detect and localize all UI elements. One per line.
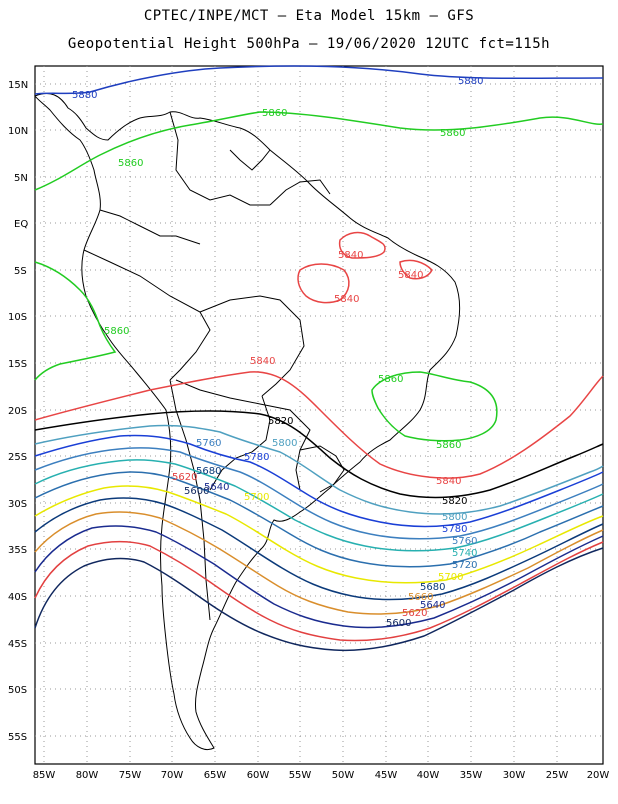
label-5840-b: 5840 bbox=[398, 270, 423, 281]
plot-frame bbox=[34, 65, 604, 765]
contour-5740 bbox=[34, 459, 604, 552]
contours bbox=[34, 65, 604, 652]
lon-label: 40W bbox=[417, 770, 440, 781]
label-5760-b: 5760 bbox=[452, 536, 477, 547]
lat-label: 5N bbox=[14, 173, 28, 184]
label-5600-a: 5600 bbox=[184, 486, 209, 497]
contour-5660 bbox=[34, 511, 604, 615]
label-5680-a: 5680 bbox=[196, 466, 221, 477]
contour-5680 bbox=[34, 497, 604, 601]
contour-5860-north bbox=[34, 111, 604, 191]
label-5840-e: 5840 bbox=[436, 476, 461, 487]
label-5860-e: 5860 bbox=[378, 374, 403, 385]
label-5760-a: 5760 bbox=[196, 438, 221, 449]
lat-label: 35S bbox=[8, 545, 27, 556]
lat-label: 40S bbox=[8, 592, 27, 603]
map-title-line2: Geopotential Height 500hPa – 19/06/2020 … bbox=[67, 36, 551, 52]
contour-5820 bbox=[34, 410, 604, 499]
label-5860-b: 5860 bbox=[440, 128, 465, 139]
label-5680-b: 5680 bbox=[420, 582, 445, 593]
contour-5860-west bbox=[34, 261, 117, 381]
contour-5840-mid bbox=[297, 263, 350, 304]
contour-5800 bbox=[34, 424, 604, 515]
lat-label: 30S bbox=[8, 499, 27, 510]
label-5860-c: 5860 bbox=[118, 158, 143, 169]
label-5740-b: 5740 bbox=[452, 548, 477, 559]
label-5600-b: 5600 bbox=[386, 618, 411, 629]
label-5640-b: 5640 bbox=[420, 600, 445, 611]
contour-labels: 5880 5880 5860 5860 5860 5860 5860 5860 … bbox=[72, 76, 483, 629]
lat-label: 10S bbox=[8, 312, 27, 323]
contour-5700 bbox=[34, 485, 604, 584]
label-5780-b: 5780 bbox=[442, 524, 467, 535]
lat-label: 50S bbox=[8, 685, 27, 696]
lat-label: 15N bbox=[8, 80, 28, 91]
contour-5720 bbox=[34, 471, 604, 568]
lat-label: 5S bbox=[14, 266, 27, 277]
label-5860-a: 5860 bbox=[262, 108, 287, 119]
label-5800-b: 5800 bbox=[442, 512, 467, 523]
map-title-line1: CPTEC/INPE/MCT – Eta Model 15km – GFS bbox=[143, 8, 475, 24]
lat-label: 45S bbox=[8, 639, 27, 650]
label-5820-b: 5820 bbox=[442, 496, 467, 507]
contour-5600 bbox=[34, 547, 604, 652]
label-5860-f: 5860 bbox=[436, 440, 461, 451]
label-5620-b: 5620 bbox=[402, 608, 427, 619]
contour-5640 bbox=[34, 525, 604, 629]
lon-label: 55W bbox=[289, 770, 312, 781]
lon-label: 45W bbox=[375, 770, 398, 781]
label-5880-a: 5880 bbox=[458, 76, 483, 87]
lat-label: 25S bbox=[8, 452, 27, 463]
coastline bbox=[34, 93, 461, 751]
lon-label: 75W bbox=[119, 770, 142, 781]
label-5620-a: 5620 bbox=[172, 472, 197, 483]
lon-label: 70W bbox=[161, 770, 184, 781]
lat-label: 55S bbox=[8, 732, 27, 743]
label-5660-b: 5660 bbox=[408, 592, 433, 603]
label-5780-a: 5780 bbox=[244, 452, 269, 463]
contour-5840-ne bbox=[399, 259, 433, 280]
label-5840-c: 5840 bbox=[334, 294, 359, 305]
label-5720-b: 5720 bbox=[452, 560, 477, 571]
label-5880-b: 5880 bbox=[72, 90, 97, 101]
contour-5860-east bbox=[371, 371, 498, 442]
label-5700-b: 5700 bbox=[438, 572, 463, 583]
contour-5760 bbox=[34, 447, 604, 540]
label-5840-a: 5840 bbox=[338, 250, 363, 261]
label-5700-a: 5700 bbox=[244, 492, 269, 503]
lon-label: 65W bbox=[204, 770, 227, 781]
lon-label: 60W bbox=[247, 770, 270, 781]
longitude-labels: 85W 80W 75W 70W 65W 60W 55W 50W 45W 40W … bbox=[33, 770, 610, 781]
contour-5840-south bbox=[34, 371, 604, 479]
lon-label: 30W bbox=[503, 770, 526, 781]
contour-5880 bbox=[34, 65, 604, 95]
label-5840-d: 5840 bbox=[250, 356, 275, 367]
contour-5840-north bbox=[338, 231, 386, 259]
lon-label: 25W bbox=[546, 770, 569, 781]
lon-label: 85W bbox=[33, 770, 56, 781]
lat-label: 10N bbox=[8, 126, 28, 137]
label-5640-a: 5640 bbox=[204, 482, 229, 493]
lat-label: 15S bbox=[8, 359, 27, 370]
lat-label: EQ bbox=[14, 219, 28, 230]
label-5860-d: 5860 bbox=[104, 326, 129, 337]
contour-5620 bbox=[34, 540, 604, 642]
lon-label: 35W bbox=[460, 770, 483, 781]
label-5820-a: 5820 bbox=[268, 416, 293, 427]
contour-5780 bbox=[34, 434, 604, 528]
lon-label: 50W bbox=[332, 770, 355, 781]
latitude-labels: 15N 10N 5N EQ 5S 10S 15S 20S 25S 30S 35S… bbox=[8, 80, 28, 743]
lat-label: 20S bbox=[8, 406, 27, 417]
lon-label: 20W bbox=[587, 770, 610, 781]
label-5800-a: 5800 bbox=[272, 438, 297, 449]
lon-label: 80W bbox=[76, 770, 99, 781]
